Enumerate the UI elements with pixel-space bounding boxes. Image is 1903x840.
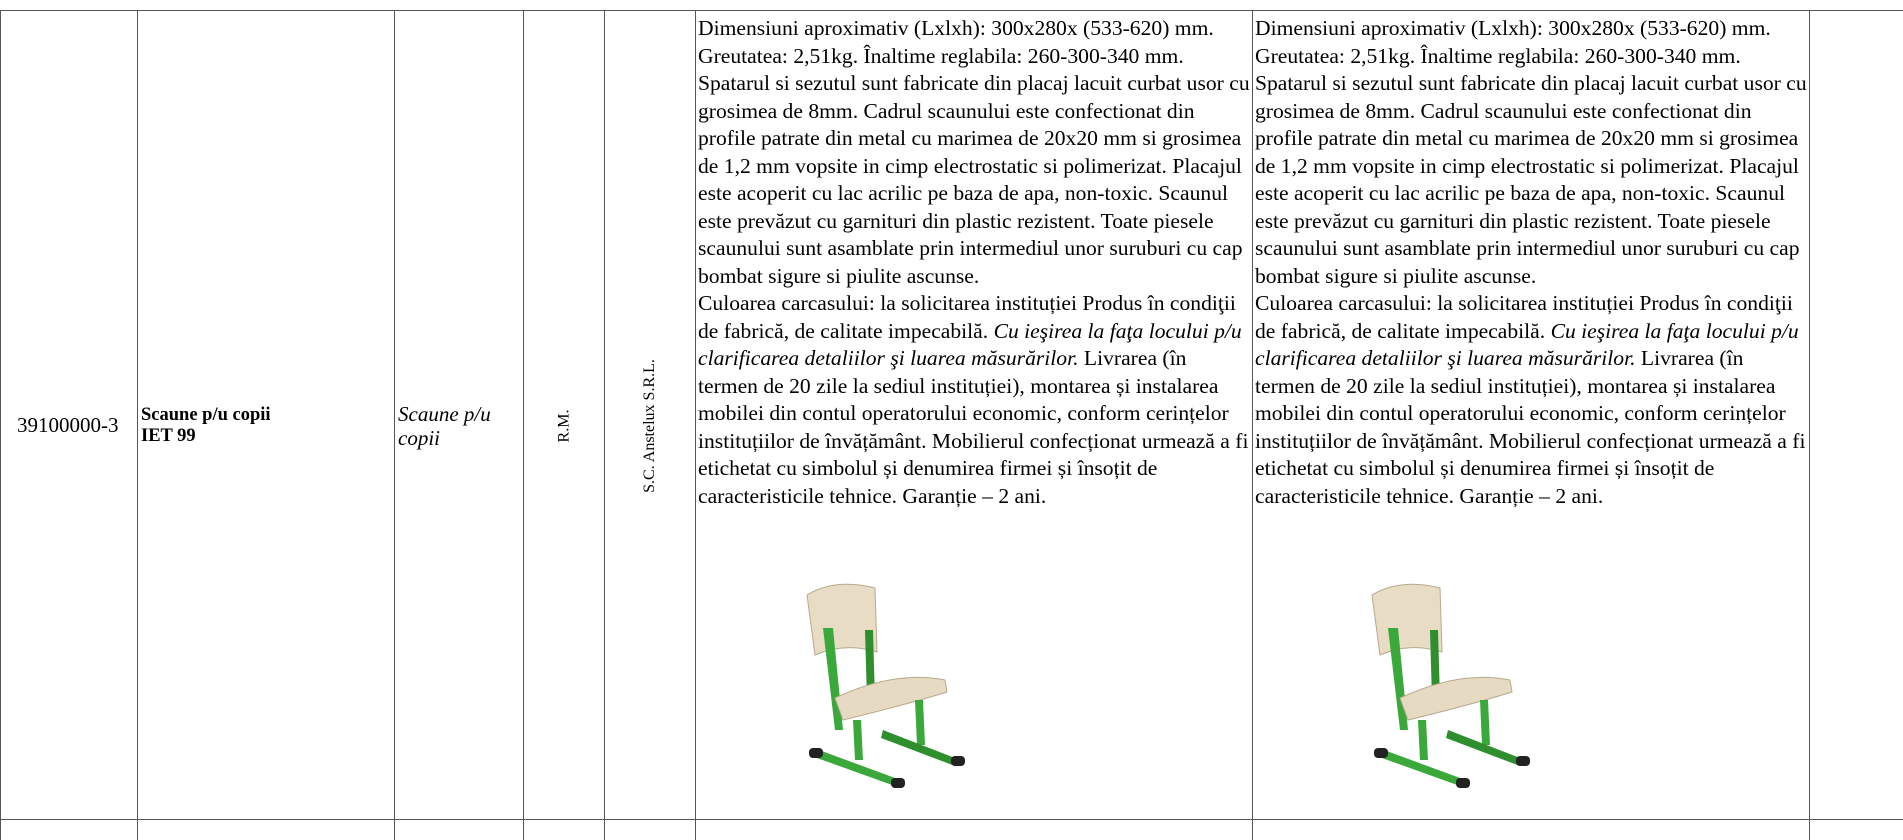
country: R.M. [555, 409, 572, 442]
construction: Spatarul si sezutul sunt fabricate din p… [1255, 71, 1807, 288]
product: Scaune p/u copii [398, 401, 491, 450]
chair-image [806, 583, 965, 788]
producer-cell: S.C. Anstelux S.R.L. [604, 10, 695, 840]
details: Culoarea carcasului: la solicitarea inst… [1255, 290, 1807, 510]
code: 39100000-3 [17, 413, 119, 437]
dimensions: Dimensiuni aproximativ (Lxlxh): 300x280x… [1255, 16, 1771, 68]
delivery: Livrarea (în termen de 20 zile la sediul… [1255, 346, 1806, 508]
description-cell: Dimensiuni aproximativ (Lxlxh): 300x280x… [1252, 10, 1809, 840]
details: Culoarea carcasului: la solicitarea inst… [698, 290, 1250, 510]
dimensions: Dimensiuni aproximativ (Lxlxh): 300x280x… [698, 16, 1214, 68]
construction: Spatarul si sezutul sunt fabricate din p… [698, 71, 1250, 288]
color: Culoarea carcasului: la solicitarea inst… [1255, 291, 1793, 343]
note: Cu ieşirea la faţa locului p/u clarifica… [698, 318, 1242, 371]
page: 39100000-3 Scaune p/u copii IET 99 Scaune… [0, 10, 1903, 840]
producer: S.C. Anstelux S.R.L. [641, 358, 658, 493]
empty-cell [1809, 10, 1903, 840]
name-cell: Scaune p/u copii IET 99 [137, 10, 394, 840]
delivery: Livrarea (în termen de 20 zile la sediul… [698, 346, 1249, 508]
country-cell: R.M. [523, 10, 604, 840]
chair-image [1371, 583, 1531, 789]
border [0, 819, 1903, 820]
product-cell: Scaune p/u copii [394, 10, 523, 840]
code-cell: 39100000-3 [0, 10, 137, 840]
name-model: IET 99 [141, 425, 196, 446]
note: Cu ieşirea la faţa locului p/u clarifica… [1255, 318, 1799, 371]
description-cell: Dimensiuni aproximativ (Lxlxh): 300x280x… [695, 10, 1252, 840]
color: Culoarea carcasului: la solicitarea inst… [698, 291, 1236, 343]
name-title: Scaune p/u copii [141, 404, 271, 425]
